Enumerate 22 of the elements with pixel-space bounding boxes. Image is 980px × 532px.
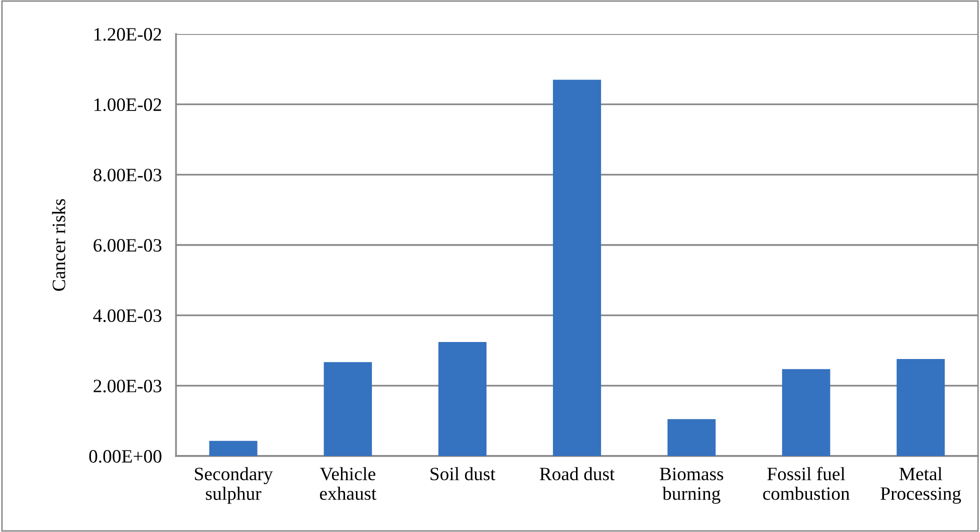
y-tick-label: 1.00E-02 [94,98,162,112]
bar [896,358,945,456]
y-tick-label: 1.20E-02 [94,28,162,41]
y-tick-label: 0.00E+00 [89,450,162,463]
x-tick-label: Road dust [540,467,615,480]
x-tick-label: Fossil fuel combustion [763,466,850,500]
y-axis-title: Cancer risks [52,199,66,291]
x-tick-label: Soil dust [430,467,496,480]
x-tick-label: Secondary sulphur [194,467,273,504]
bar [552,80,602,456]
bar [668,419,716,456]
y-tick-label: 8.00E-03 [94,168,162,182]
y-tick-label: 2.00E-03 [94,380,162,392]
x-tick-label: Biomass burning [660,468,724,504]
x-tick-label: Vehicle exhaust [320,467,376,500]
bar [782,369,830,456]
y-tick-label: 6.00E-03 [94,239,162,252]
bar [324,362,372,456]
bar [209,440,258,456]
bar [438,342,486,456]
y-tick-label: 4.00E-03 [93,309,162,322]
x-tick-label: Metal Processing [880,467,961,504]
